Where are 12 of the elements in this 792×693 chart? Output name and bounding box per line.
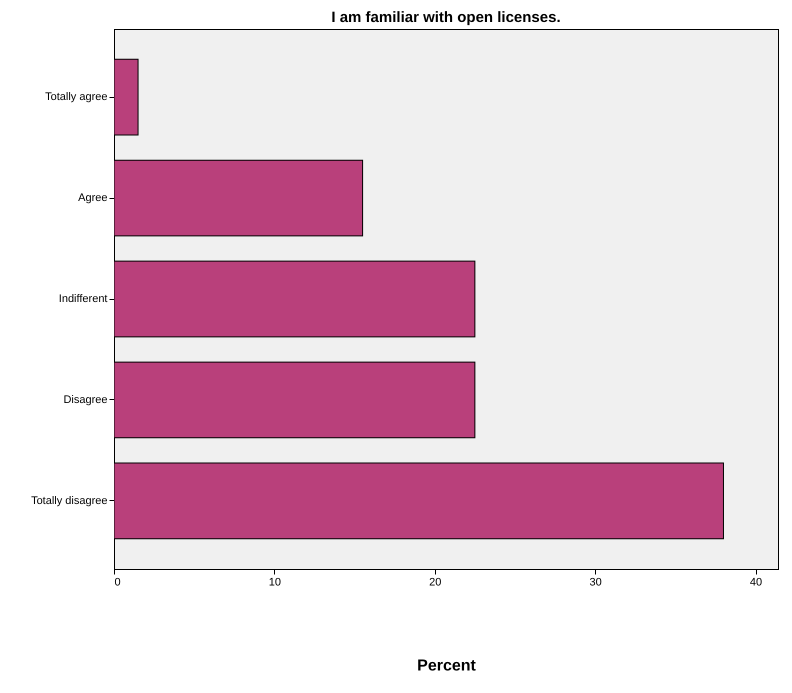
y-tick-label: Disagree [63,394,108,406]
x-tick-label: 20 [429,576,442,588]
y-tick-label: Totally disagree [31,494,108,507]
y-tick-label: Agree [78,192,108,204]
x-axis-title: Percent [417,658,477,674]
y-tick-label: Indifferent [58,293,108,305]
x-tick-label: 10 [268,576,282,588]
y-tick-label: Totally agree [45,91,108,104]
chart-title: I am familiar with open licenses. [331,9,561,26]
x-tick-label: 30 [590,576,602,588]
x-tick-label: 0 [114,576,121,588]
x-tick-label: 40 [750,576,762,588]
